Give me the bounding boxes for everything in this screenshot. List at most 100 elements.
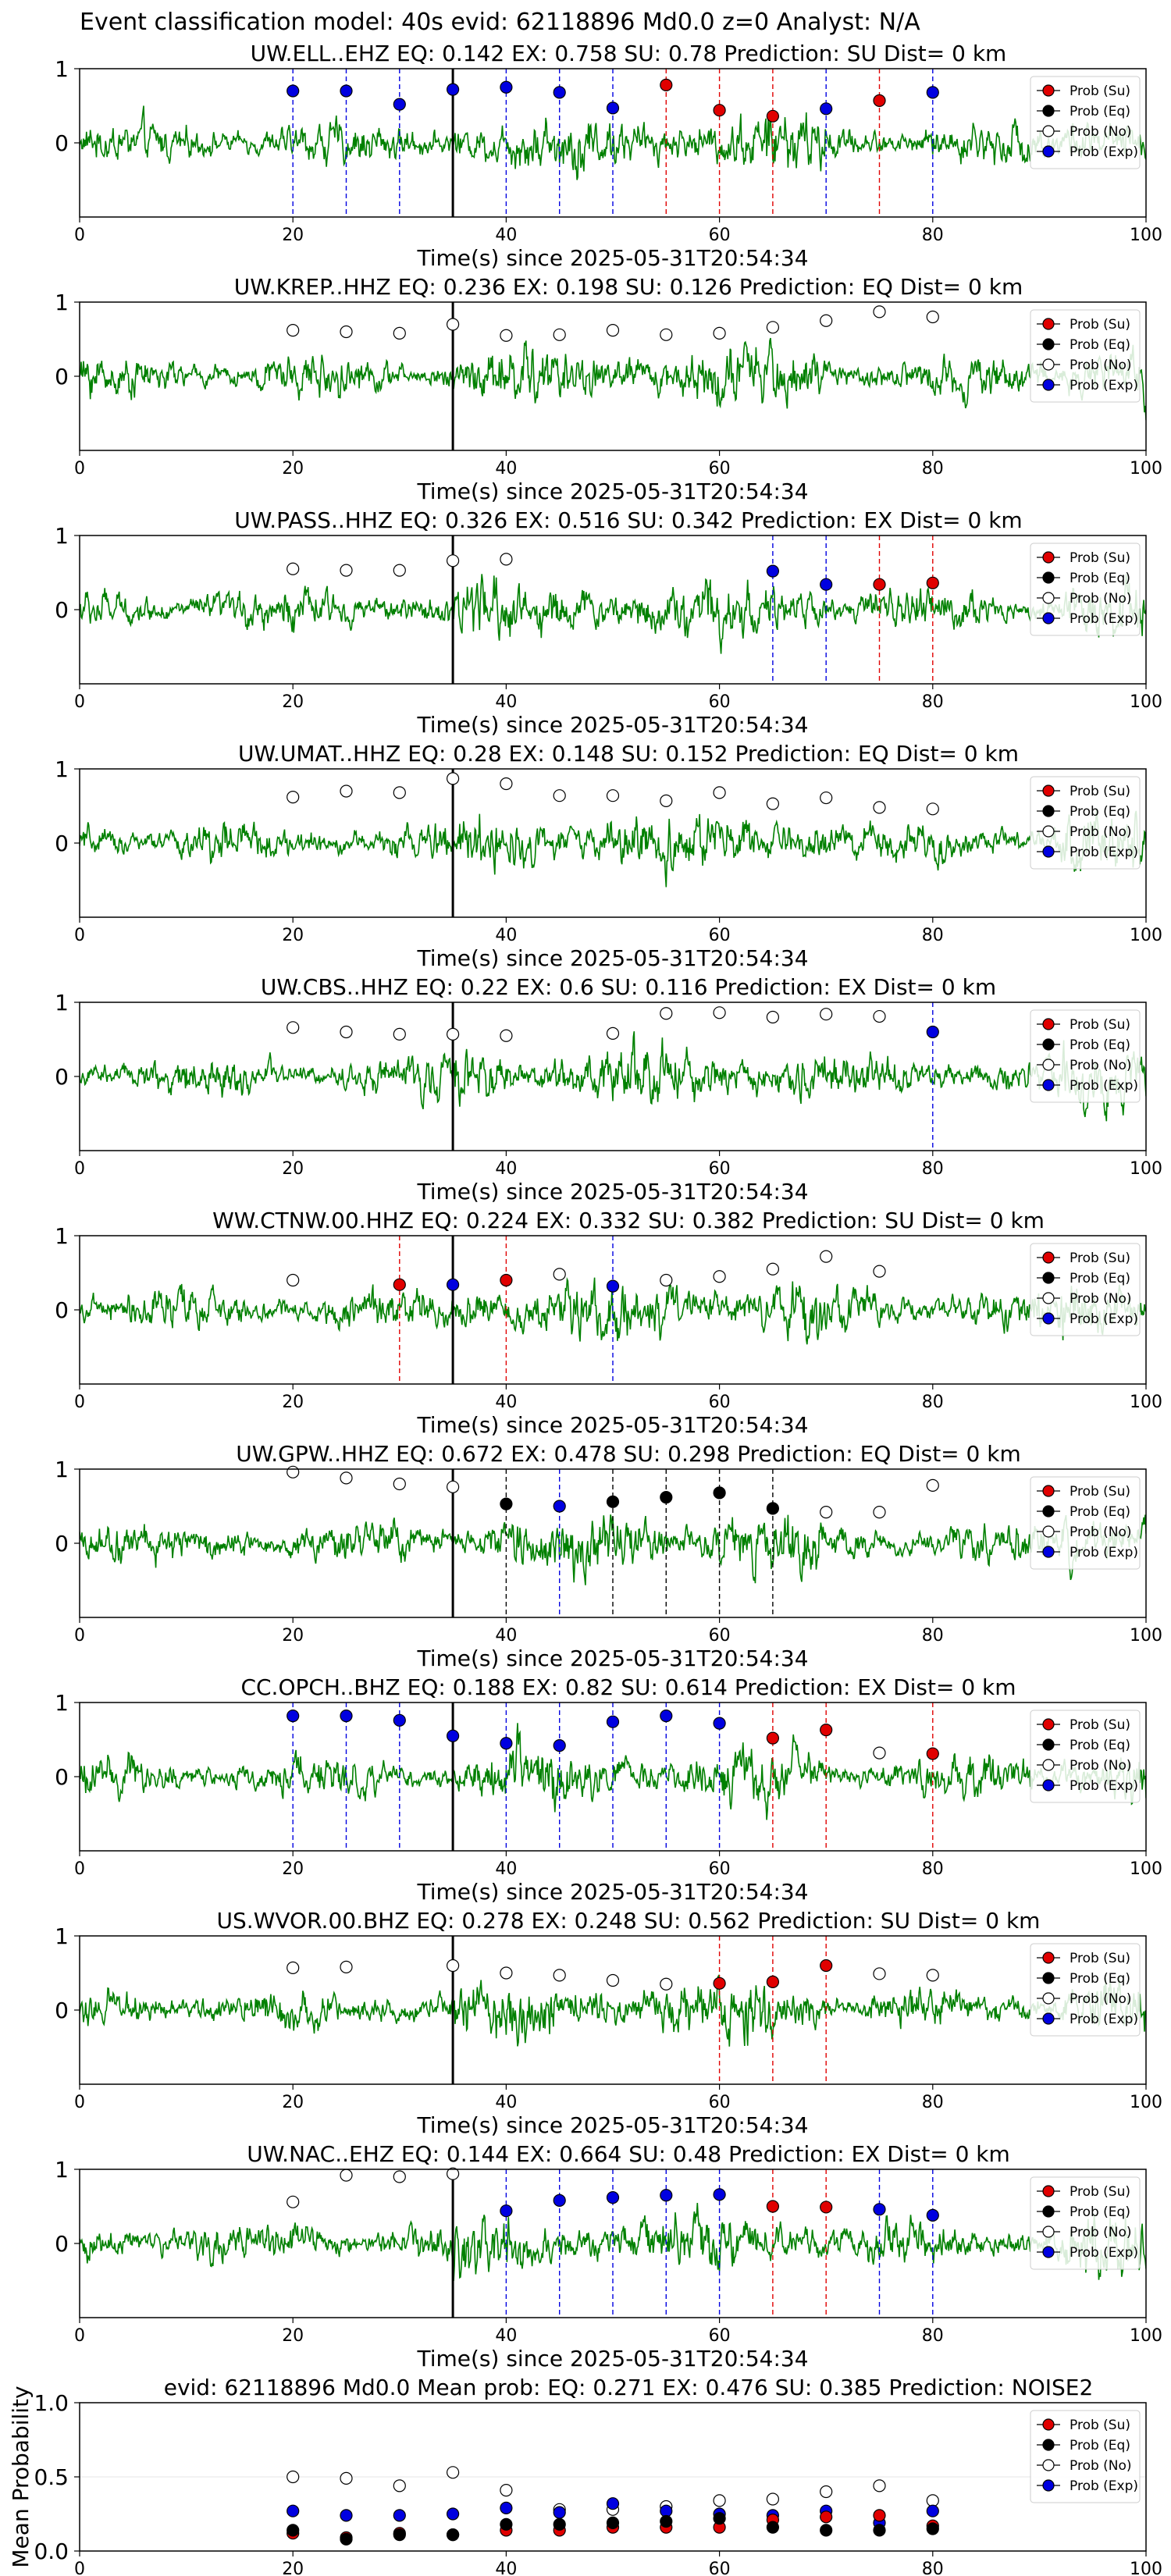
mean-point-eq bbox=[500, 2517, 513, 2531]
prob-point-exp bbox=[926, 1025, 939, 1039]
legend-label-su: Prob (Su) bbox=[1070, 550, 1130, 566]
prob-point-no bbox=[606, 1026, 620, 1041]
panel-1: UW.ELL..EHZ EQ: 0.142 EX: 0.758 SU: 0.78… bbox=[55, 41, 1162, 271]
prob-point-exp bbox=[926, 86, 939, 99]
x-tick-label: 0 bbox=[74, 459, 85, 479]
legend-label-no: Prob (No) bbox=[1070, 358, 1132, 373]
panels: UW.ELL..EHZ EQ: 0.142 EX: 0.758 SU: 0.78… bbox=[8, 41, 1162, 2576]
legend-marker-eq bbox=[1042, 1972, 1055, 1984]
x-tick-label: 0 bbox=[74, 2326, 85, 2346]
legend-marker-eq bbox=[1042, 338, 1055, 350]
legend-box bbox=[1030, 1943, 1141, 2037]
x-tick-label: 60 bbox=[709, 459, 731, 479]
legend-marker-exp bbox=[1042, 612, 1055, 624]
prob-point-no bbox=[287, 1961, 300, 1974]
mean-point-no bbox=[500, 2484, 513, 2497]
x-tick-label: 60 bbox=[709, 226, 731, 245]
legend-label-su: Prob (Su) bbox=[1070, 84, 1130, 99]
x-tick-label: 40 bbox=[495, 1859, 517, 1879]
x-axis-label: Time(s) since 2025-05-31T20:54:34 bbox=[416, 1179, 808, 1204]
panel-2: UW.KREP..HHZ EQ: 0.236 EX: 0.198 SU: 0.1… bbox=[55, 274, 1162, 504]
figure-suptitle: Event classification model: 40s evid: 62… bbox=[80, 9, 920, 36]
legend-label-exp: Prob (Exp) bbox=[1070, 2012, 1138, 2027]
legend-label-eq: Prob (Eq) bbox=[1070, 1971, 1130, 1987]
panel-title: UW.CBS..HHZ EQ: 0.22 EX: 0.6 SU: 0.116 P… bbox=[261, 974, 996, 1000]
mean-point-su bbox=[873, 2509, 886, 2522]
legend-label-eq: Prob (Eq) bbox=[1070, 2438, 1130, 2453]
panel-title: CC.OPCH..BHZ EQ: 0.188 EX: 0.82 SU: 0.61… bbox=[240, 1674, 1016, 1700]
prob-point-no bbox=[553, 1969, 566, 1982]
prob-point-exp bbox=[926, 2208, 939, 2222]
prob-point-no bbox=[340, 2169, 353, 2182]
panel-title: UW.UMAT..HHZ EQ: 0.28 EX: 0.148 SU: 0.15… bbox=[238, 741, 1019, 767]
legend-marker-eq bbox=[1042, 2205, 1055, 2218]
y-axis-label: Mean Probability bbox=[8, 2386, 34, 2567]
y-tick-label: 0 bbox=[55, 1998, 69, 2023]
y-tick-label: 0 bbox=[55, 1531, 69, 1557]
legend-marker-no bbox=[1042, 2459, 1055, 2471]
legend-marker-no bbox=[1042, 2226, 1055, 2238]
prob-point-no bbox=[500, 1966, 513, 1980]
prob-point-no bbox=[606, 1973, 620, 1987]
x-axis-label: Time(s) since 2025-05-31T20:54:34 bbox=[416, 479, 808, 504]
mean-point-no bbox=[340, 2471, 353, 2485]
mean-point-no bbox=[393, 2479, 406, 2492]
x-tick-label: 40 bbox=[495, 1626, 517, 1646]
mean-point-exp bbox=[393, 2509, 406, 2522]
legend-marker-exp bbox=[1042, 2246, 1055, 2258]
mean-point-eq bbox=[820, 2524, 833, 2537]
prob-point-no bbox=[660, 1977, 673, 1991]
legend-label-exp: Prob (Exp) bbox=[1070, 144, 1138, 160]
prob-point-su bbox=[500, 1273, 513, 1287]
prob-point-no bbox=[393, 564, 406, 577]
x-tick-label: 0 bbox=[74, 692, 85, 712]
x-tick-label: 60 bbox=[709, 926, 731, 945]
prob-point-no bbox=[926, 310, 939, 324]
prob-point-exp bbox=[553, 2194, 566, 2207]
prob-point-no bbox=[287, 1465, 300, 1478]
legend-marker-eq bbox=[1042, 571, 1055, 584]
x-tick-label: 60 bbox=[709, 2093, 731, 2112]
x-axis-label: Time(s) since 2025-05-31T20:54:34 bbox=[416, 2112, 808, 2138]
panel-4: UW.UMAT..HHZ EQ: 0.28 EX: 0.148 SU: 0.15… bbox=[55, 741, 1162, 971]
mean-point-exp bbox=[553, 2506, 566, 2519]
prob-point-no bbox=[820, 1008, 833, 1021]
legend-label-su: Prob (Su) bbox=[1070, 1717, 1130, 1733]
y-tick-label: 0.5 bbox=[34, 2464, 69, 2490]
mean-point-exp bbox=[287, 2504, 300, 2517]
prob-point-exp bbox=[553, 1739, 566, 1752]
panel-title: UW.KREP..HHZ EQ: 0.236 EX: 0.198 SU: 0.1… bbox=[234, 274, 1023, 300]
panel-11: evid: 62118896 Md0.0 Mean prob: EQ: 0.27… bbox=[8, 2375, 1162, 2576]
waveform-line bbox=[80, 1973, 1146, 2047]
legend-marker-eq bbox=[1042, 1272, 1055, 1284]
x-tick-label: 20 bbox=[282, 2093, 304, 2112]
legend-marker-no bbox=[1042, 1525, 1055, 1538]
legend-marker-eq bbox=[1042, 2439, 1055, 2451]
prob-point-no bbox=[766, 321, 780, 334]
legend-marker-su bbox=[1042, 1952, 1055, 1964]
x-tick-label: 80 bbox=[922, 1626, 944, 1646]
legend-label-no: Prob (No) bbox=[1070, 1991, 1132, 2007]
legend-label-su: Prob (Su) bbox=[1070, 784, 1130, 799]
y-tick-label: 1 bbox=[55, 1457, 69, 1482]
legend-box bbox=[1030, 1710, 1141, 1803]
x-tick-label: 100 bbox=[1130, 926, 1162, 945]
prob-point-no bbox=[873, 1009, 886, 1023]
prob-point-exp bbox=[660, 1710, 673, 1723]
prob-point-exp bbox=[287, 84, 300, 98]
x-tick-label: 60 bbox=[709, 1859, 731, 1879]
mean-point-no bbox=[820, 2485, 833, 2499]
x-tick-label: 20 bbox=[282, 1626, 304, 1646]
x-tick-label: 100 bbox=[1130, 1859, 1162, 1879]
legend-marker-su bbox=[1042, 2185, 1055, 2197]
mean-point-eq bbox=[446, 2528, 460, 2542]
legend-label-exp: Prob (Exp) bbox=[1070, 1545, 1138, 1560]
x-tick-label: 40 bbox=[495, 2560, 517, 2576]
panel-7: UW.GPW..HHZ EQ: 0.672 EX: 0.478 SU: 0.29… bbox=[55, 1441, 1162, 1671]
mean-point-no bbox=[766, 2492, 780, 2506]
x-tick-label: 20 bbox=[282, 459, 304, 479]
x-tick-label: 60 bbox=[709, 1393, 731, 1412]
prob-point-exp bbox=[606, 101, 620, 115]
x-tick-label: 0 bbox=[74, 1159, 85, 1179]
